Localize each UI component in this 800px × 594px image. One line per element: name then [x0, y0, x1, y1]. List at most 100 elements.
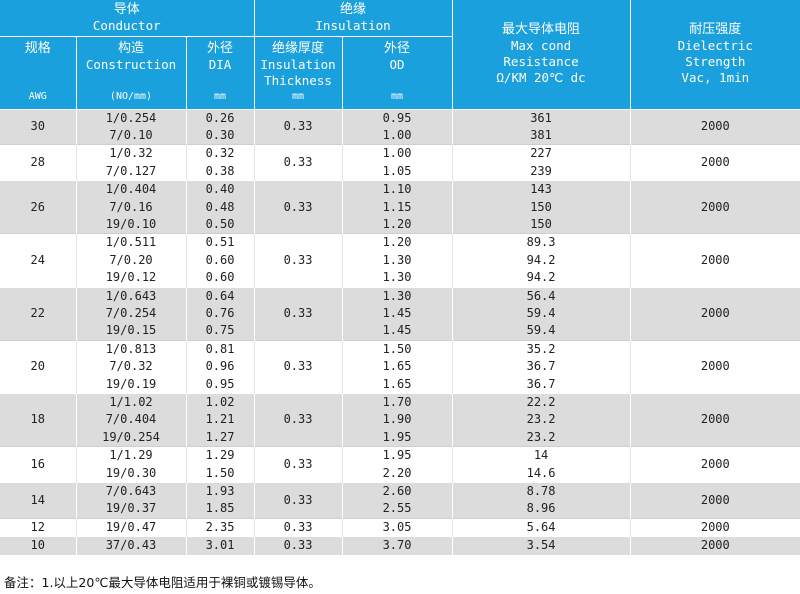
construction-cell: 19/0.30 [76, 464, 187, 483]
voltage-cell: 2000 [630, 180, 800, 234]
voltage-cell: 2000 [630, 233, 800, 288]
construction-cell: 7/0.32 [76, 358, 187, 376]
od-cell: 1.90 [342, 411, 453, 429]
od-cell: 1.15 [342, 198, 453, 216]
od-cell: 0.95 [342, 108, 453, 127]
dia-cell: 3.01 [186, 536, 255, 555]
insulation-cn-label: 绝缘 [340, 1, 367, 17]
ins-thickness-cell: 0.33 [254, 339, 343, 394]
resistance-en2-label: Resistance [503, 54, 579, 70]
od-cell: 1.30 [342, 269, 453, 288]
resistance-cell: 36.7 [452, 358, 631, 376]
wire-spec-table: 导体 Conductor 绝缘 Insulation 最大导体电阻 Max co… [0, 0, 800, 555]
resistance-cell: 14.6 [452, 464, 631, 483]
awg-cell: 20 [0, 339, 77, 394]
dielectric-unit-label: Vac, 1min [681, 70, 750, 86]
resistance-cell: 56.4 [452, 286, 631, 305]
dia-cell: 1.27 [186, 428, 255, 447]
construction-cell: 1/1.02 [76, 393, 187, 412]
resistance-cell: 8.78 [452, 482, 631, 501]
construction-cell: 7/0.127 [76, 162, 187, 181]
ins-thickness-cell: 0.33 [254, 536, 343, 555]
awg-cell: 16 [0, 446, 77, 483]
dia-cell: 0.51 [186, 233, 255, 252]
dia-unit-label: mm [213, 90, 227, 102]
od-cell: 1.30 [342, 251, 453, 270]
table-row: 19/0.12 0.60 1.30 94.2 [0, 269, 800, 288]
resistance-unit-label: Ω/KM 20℃ dc [496, 70, 586, 86]
ins-thickness-cell: 0.33 [254, 108, 343, 145]
dia-cell: 1.85 [186, 500, 255, 519]
dia-cell: 0.76 [186, 304, 255, 323]
table-row: 24 1/0.511 0.51 0.33 1.20 89.3 2000 [0, 233, 800, 288]
construction-cell: 7/0.10 [76, 126, 187, 145]
dia-cell: 1.50 [186, 464, 255, 483]
construction-cell: 19/0.12 [76, 269, 187, 288]
construction-cell: 7/0.20 [76, 251, 187, 270]
od-cell: 1.20 [342, 215, 453, 234]
table-row: 19/0.15 0.75 1.45 59.4 [0, 322, 800, 341]
od-cell: 1.65 [342, 358, 453, 376]
gauge-header: 规格 AWG [0, 36, 77, 110]
ins-thickness-cn-label: 绝缘厚度 [272, 40, 325, 56]
dia-cell: 0.81 [186, 339, 255, 359]
conductor-en-label: Conductor [92, 17, 161, 33]
construction-cell: 7/0.16 [76, 198, 187, 216]
od-cell: 1.45 [342, 304, 453, 323]
resistance-cell: 239 [452, 162, 631, 181]
dia-header: 外径 DIA mm [186, 36, 255, 110]
od-cell: 1.00 [342, 126, 453, 145]
od-cell: 2.60 [342, 482, 453, 501]
construction-cell: 1/0.254 [76, 108, 187, 127]
resistance-cell: 227 [452, 144, 631, 163]
dia-cell: 0.48 [186, 198, 255, 216]
gauge-unit-label: AWG [28, 90, 47, 102]
od-cell: 1.20 [342, 233, 453, 252]
awg-cell: 18 [0, 392, 77, 447]
footnote: 备注：1.以上20℃最大导体电阻适用于裸铜或镀锡导体。 [4, 575, 321, 590]
dia-cell: 1.93 [186, 482, 255, 501]
resistance-cell: 59.4 [452, 304, 631, 323]
ins-thickness-cell: 0.33 [254, 180, 343, 234]
awg-cell: 30 [0, 108, 77, 145]
resistance-cell: 150 [452, 198, 631, 216]
table-row: 7/0.32 0.96 1.65 36.7 [0, 358, 800, 376]
voltage-cell: 2000 [630, 286, 800, 341]
construction-cell: 1/1.29 [76, 446, 187, 465]
resistance-cell: 36.7 [452, 375, 631, 394]
od-cell: 1.30 [342, 286, 453, 305]
dielectric-en2-label: Strength [685, 54, 746, 70]
od-cell: 1.10 [342, 180, 453, 199]
resistance-cell: 89.3 [452, 233, 631, 252]
od-en-label: OD [389, 56, 405, 72]
awg-cell: 12 [0, 517, 77, 537]
table-row: 19/0.19 0.95 1.65 36.7 [0, 375, 800, 394]
resistance-cell: 381 [452, 126, 631, 145]
ins-thickness-cell: 0.33 [254, 482, 343, 519]
dia-cell: 0.50 [186, 215, 255, 234]
od-unit-label: mm [391, 90, 404, 102]
resistance-cell: 5.64 [452, 517, 631, 537]
construction-cell: 37/0.43 [76, 536, 187, 555]
construction-cell: 19/0.10 [76, 215, 187, 234]
voltage-cell: 2000 [630, 482, 800, 519]
dielectric-en1-label: Dielectric [677, 38, 753, 54]
od-cell: 2.20 [342, 464, 453, 483]
resistance-cell: 23.2 [452, 411, 631, 429]
od-cell: 3.70 [342, 536, 453, 555]
table-row: 14 7/0.643 1.93 0.33 2.60 8.78 2000 [0, 482, 800, 519]
construction-cell: 19/0.254 [76, 428, 187, 447]
voltage-cell: 2000 [630, 144, 800, 181]
table-row: 22 1/0.643 0.64 0.33 1.30 56.4 2000 [0, 286, 800, 341]
dia-cell: 0.60 [186, 269, 255, 288]
table-row: 28 1/0.32 0.32 0.33 1.00 227 2000 [0, 144, 800, 181]
ins-thickness-cell: 0.33 [254, 144, 343, 181]
construction-cell: 7/0.404 [76, 411, 187, 429]
table-row: 7/0.254 0.76 1.45 59.4 [0, 304, 800, 323]
dia-cell: 0.64 [186, 286, 255, 305]
table-row: 18 1/1.02 1.02 0.33 1.70 22.2 2000 [0, 392, 800, 447]
table-row: 7/0.404 1.21 1.90 23.2 [0, 411, 800, 429]
od-header: 外径 OD mm [342, 36, 453, 110]
table-row: 19/0.254 1.27 1.95 23.2 [0, 428, 800, 447]
construction-cell: 7/0.254 [76, 304, 187, 323]
